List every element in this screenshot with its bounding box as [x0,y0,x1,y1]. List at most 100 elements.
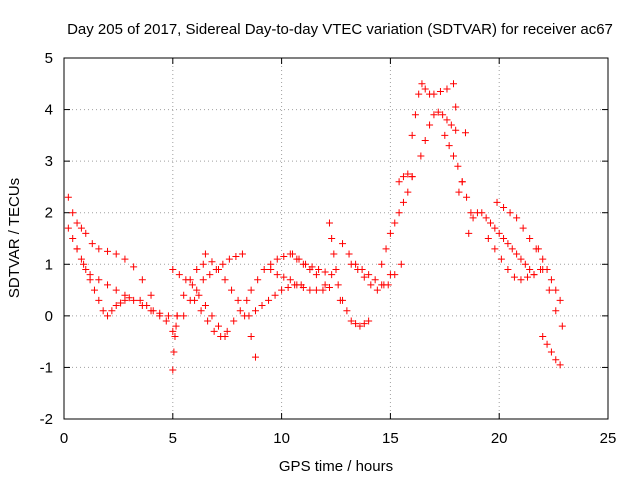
data-point [526,235,534,242]
data-point [245,312,253,320]
data-point [238,250,246,258]
data-point [434,108,442,116]
data-point [117,299,125,307]
data-point [421,85,429,93]
data-point [321,268,329,276]
data-point [334,281,342,289]
data-point [415,90,423,98]
data-point [543,265,551,273]
data-point [149,307,157,315]
data-point [221,276,229,284]
data-point [125,294,133,302]
data-point [345,250,353,258]
y-tick-label: 0 [45,308,53,325]
data-point [138,276,146,284]
data-point [467,209,475,217]
data-point [286,276,294,284]
grid-lines [64,58,608,419]
data-point [80,260,88,268]
data-point [273,271,281,279]
data-point [284,283,292,291]
data-point [306,286,314,294]
data-point [197,307,205,315]
data-point [441,131,449,139]
data-point [236,307,244,315]
data-point [328,235,336,242]
data-point [180,291,188,299]
data-point [82,229,90,237]
data-point [404,188,412,196]
data-point [265,296,273,304]
data-point [191,296,199,304]
data-point [210,327,218,335]
data-point [552,286,560,294]
data-point [378,260,386,268]
data-point [371,276,379,284]
data-point [354,265,362,273]
data-point [214,265,222,273]
data-point [517,255,525,263]
data-point [169,327,177,335]
data-point [461,129,469,137]
data-point [513,214,521,222]
data-point [234,296,242,304]
data-point [251,353,259,361]
y-tick-label: -1 [40,359,53,376]
data-point [547,276,555,284]
data-point [469,214,477,222]
data-point [436,88,444,96]
x-tick-label: 5 [169,430,177,447]
data-point [328,271,336,279]
data-point [508,245,516,253]
data-point [552,307,560,315]
data-point [452,103,460,111]
data-point [365,271,373,279]
y-tick-label: 4 [45,102,53,119]
data-point [247,332,255,340]
data-point [382,245,390,253]
data-point [278,286,286,294]
data-point [360,273,368,281]
data-point [302,260,310,268]
data-point [482,214,490,222]
data-point [69,209,77,217]
data-point [69,235,77,242]
data-point [95,296,103,304]
data-point [325,219,333,227]
data-point [86,271,94,279]
data-point [147,291,155,299]
data-point [517,276,525,284]
data-point [465,229,473,237]
data-point [121,291,129,299]
data-point [397,260,405,268]
data-point [380,281,388,289]
data-point [493,198,501,206]
data-point [321,281,329,289]
data-point [552,356,560,364]
x-tick-label: 0 [60,430,68,447]
data-point [199,260,207,268]
data-point [121,255,129,263]
data-point [463,193,471,201]
data-point [513,250,521,258]
data-point [430,111,438,119]
data-point [543,340,551,348]
data-point [232,253,240,261]
data-point [399,173,407,181]
data-point [182,276,190,284]
data-point [77,255,85,263]
data-points [64,80,566,374]
data-point [77,224,85,232]
data-point [332,265,340,273]
data-point [339,296,347,304]
data-point [347,317,355,325]
data-point [386,229,394,237]
data-point [339,240,347,248]
data-point [408,131,416,139]
data-point [95,276,103,284]
data-point [156,312,164,320]
data-point [506,209,514,217]
data-point [495,229,503,237]
data-point [170,348,178,356]
data-point [173,312,181,320]
